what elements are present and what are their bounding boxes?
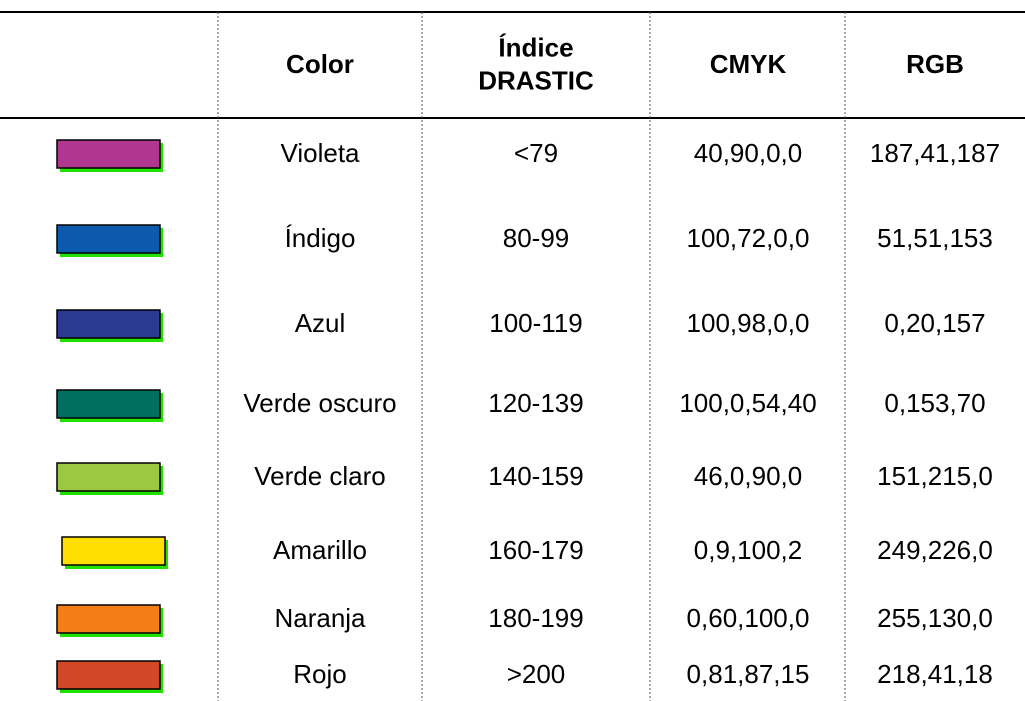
header-cell: Índice	[498, 32, 573, 62]
cell: 80-99	[503, 223, 570, 253]
cell: 180-199	[488, 603, 583, 633]
cell: 120-139	[488, 388, 583, 418]
cell: 100-119	[489, 308, 583, 338]
cell: 255,130,0	[877, 603, 993, 633]
cell: Verde claro	[254, 461, 386, 491]
cell: Violeta	[280, 138, 360, 168]
cell: 140-159	[488, 461, 583, 491]
cell: Naranja	[274, 603, 366, 633]
cell: Azul	[295, 308, 346, 338]
cell: <79	[514, 138, 558, 168]
cell: 0,60,100,0	[687, 603, 810, 633]
swatch	[56, 660, 161, 690]
cell: Amarillo	[273, 535, 367, 565]
header-cell: Color	[286, 49, 354, 79]
cell: Rojo	[293, 659, 346, 689]
cell: Verde oscuro	[243, 388, 396, 418]
swatch	[56, 389, 161, 419]
swatch	[61, 536, 166, 566]
cell: 51,51,153	[877, 223, 993, 253]
cell: 0,153,70	[884, 388, 985, 418]
cell: 40,90,0,0	[694, 138, 802, 168]
cell: 160-179	[488, 535, 583, 565]
swatch	[56, 462, 161, 492]
cell: 0,20,157	[884, 308, 985, 338]
cell: 151,215,0	[877, 461, 993, 491]
cell: Índigo	[285, 223, 356, 253]
cell: 218,41,18	[877, 659, 993, 689]
cell: 100,72,0,0	[687, 223, 810, 253]
header-cell: RGB	[906, 49, 964, 79]
cell: 187,41,187	[870, 138, 1000, 168]
cell: 100,0,54,40	[679, 388, 816, 418]
swatch	[56, 224, 161, 254]
swatch	[56, 604, 161, 634]
swatch	[56, 139, 161, 169]
column-dividers	[217, 12, 846, 701]
cell: >200	[507, 659, 566, 689]
header-cell: CMYK	[710, 49, 787, 79]
cell: 249,226,0	[877, 535, 993, 565]
cell: 0,81,87,15	[687, 659, 810, 689]
header-cell: DRASTIC	[478, 65, 594, 95]
swatch	[56, 309, 161, 339]
cell: 100,98,0,0	[687, 308, 810, 338]
cell: 0,9,100,2	[694, 535, 802, 565]
cell: 46,0,90,0	[694, 461, 802, 491]
